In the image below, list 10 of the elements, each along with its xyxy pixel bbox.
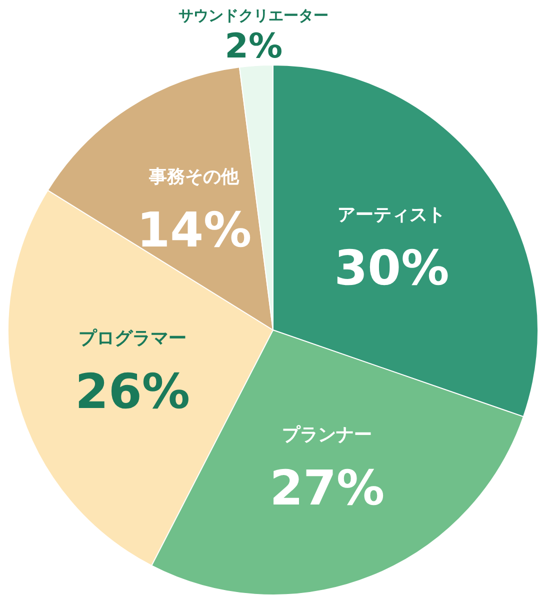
slice-label: プランナー [282,424,372,446]
slice-label: サウンドクリエーター [178,6,329,25]
data-label: 26% [75,364,190,420]
slice-label: アーティスト [338,204,446,226]
data-label: 14% [136,202,252,258]
slice-label: プログラマー [78,328,187,349]
data-label: 30% [334,240,450,296]
data-label: 27% [270,460,385,516]
data-label: 2% [224,26,283,67]
slice-label: 事務その他 [148,166,240,188]
